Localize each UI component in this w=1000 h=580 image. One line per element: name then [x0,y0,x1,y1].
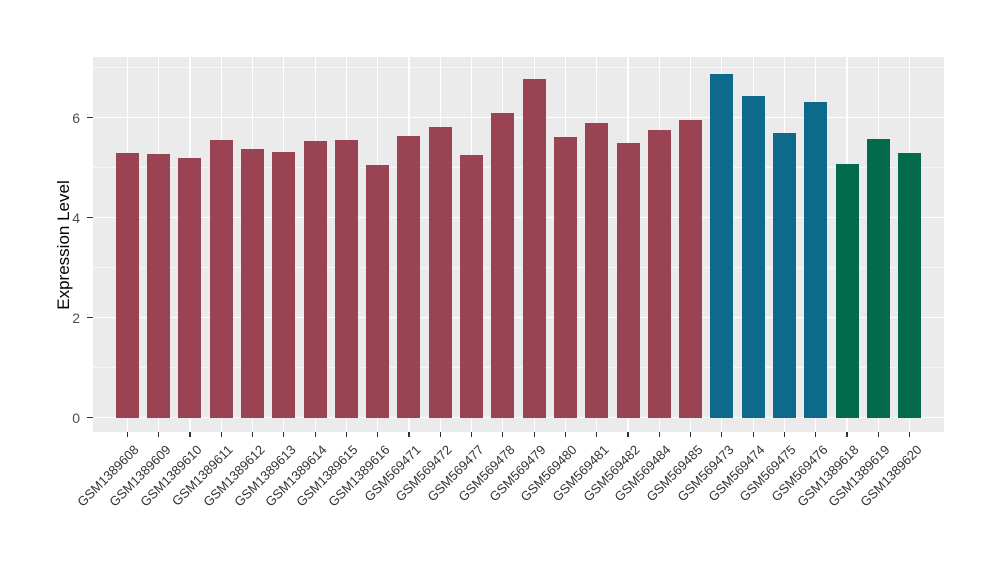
x-axis-tick [377,432,379,437]
y-axis-tick [87,416,93,419]
x-axis-tick [689,432,692,437]
x-axis-tick [815,432,817,437]
bar [241,148,265,418]
gridline-y-minor [93,367,944,368]
bar [804,102,828,418]
x-axis-tick [721,432,723,437]
bar [272,151,296,418]
bar [522,79,546,418]
bar [303,140,327,418]
x-axis-tick [627,432,629,437]
bar [147,153,171,418]
bar [835,163,859,418]
x-axis-tick [783,432,786,437]
x-axis-tick [533,432,535,437]
gridline-y-major [93,316,944,319]
bar [491,112,515,418]
y-axis-tick [87,316,93,319]
x-axis-tick [596,432,598,437]
x-axis-tick [345,432,347,437]
plot-panel [93,57,944,432]
x-axis-tick [908,432,911,437]
bar [460,154,484,418]
x-axis-tick [251,432,254,437]
y-axis-tick-label: 4 [72,209,80,226]
x-axis-tick [126,432,128,437]
x-axis-tick [314,432,316,437]
bar [178,157,202,418]
bar [585,122,609,418]
gridline-y-major [93,216,944,219]
x-axis-tick [189,432,191,437]
gridline-y-minor [93,67,944,68]
bar [647,130,671,418]
x-axis-tick [502,432,504,437]
x-axis-tick [658,432,660,437]
x-axis-tick [564,432,567,437]
bar [898,152,922,418]
x-axis-tick [877,432,879,437]
bar [334,139,358,418]
bar [115,152,139,418]
y-axis-tick [87,116,93,119]
bar [866,138,890,418]
y-axis-tick-label: 0 [72,409,80,426]
x-axis-tick [408,432,410,437]
bar [209,140,233,418]
x-axis-tick [220,432,222,437]
y-axis-tick-label: 2 [72,309,80,326]
gridline-y-major [93,116,944,119]
bar [741,95,765,418]
bar [366,164,390,418]
y-axis-tick [87,216,93,219]
y-axis-tick-label: 6 [72,109,80,126]
x-axis-tick [439,432,441,437]
bar [397,136,421,418]
bar [772,132,796,418]
y-axis-title: Expression Level [54,179,73,310]
x-axis-tick [283,432,285,437]
gridline-y-major [93,416,944,419]
gridline-y-minor [93,167,944,168]
x-axis-tick [470,432,473,437]
x-axis-tick [158,432,160,437]
bar [428,126,452,418]
bar [553,136,577,418]
bar [616,142,640,418]
x-axis-tick [752,432,754,437]
gridline-y-minor [93,267,944,268]
x-axis-tick [846,432,848,437]
bar [710,73,734,418]
bar [679,119,703,418]
